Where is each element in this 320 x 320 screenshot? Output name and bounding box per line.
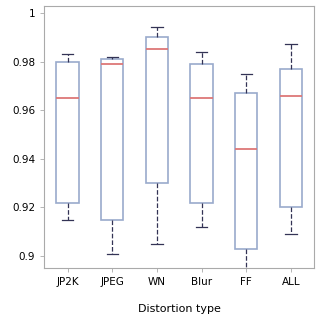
PathPatch shape (146, 37, 168, 183)
X-axis label: Distortion type: Distortion type (138, 304, 221, 315)
PathPatch shape (190, 64, 213, 203)
PathPatch shape (280, 69, 302, 207)
PathPatch shape (56, 61, 79, 203)
PathPatch shape (235, 93, 258, 249)
PathPatch shape (101, 59, 124, 220)
